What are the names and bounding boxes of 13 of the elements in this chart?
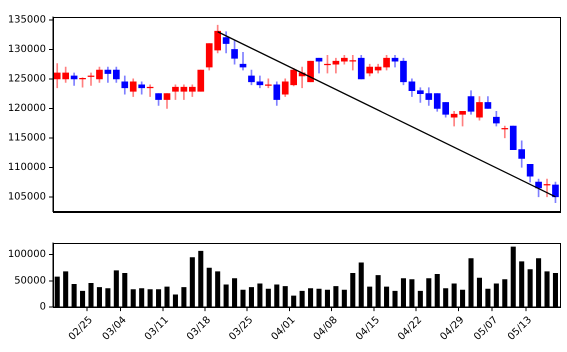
candlestick	[544, 178, 550, 198]
y-tick-label: 125000	[8, 73, 46, 84]
y-tick-label: 50000	[14, 275, 46, 286]
y-tick-label: 0	[40, 302, 46, 313]
candlestick	[240, 52, 246, 70]
y-tick-label: 110000	[8, 162, 46, 173]
y-tick-label: 130000	[8, 44, 46, 56]
y-tick-label: 100000	[8, 249, 46, 260]
y-tick-label: 135000	[8, 14, 46, 26]
y-tick-label: 115000	[8, 132, 46, 144]
y-tick-label: 120000	[8, 102, 46, 114]
y-tick-label: 105000	[8, 191, 46, 202]
candlestick	[316, 58, 322, 74]
